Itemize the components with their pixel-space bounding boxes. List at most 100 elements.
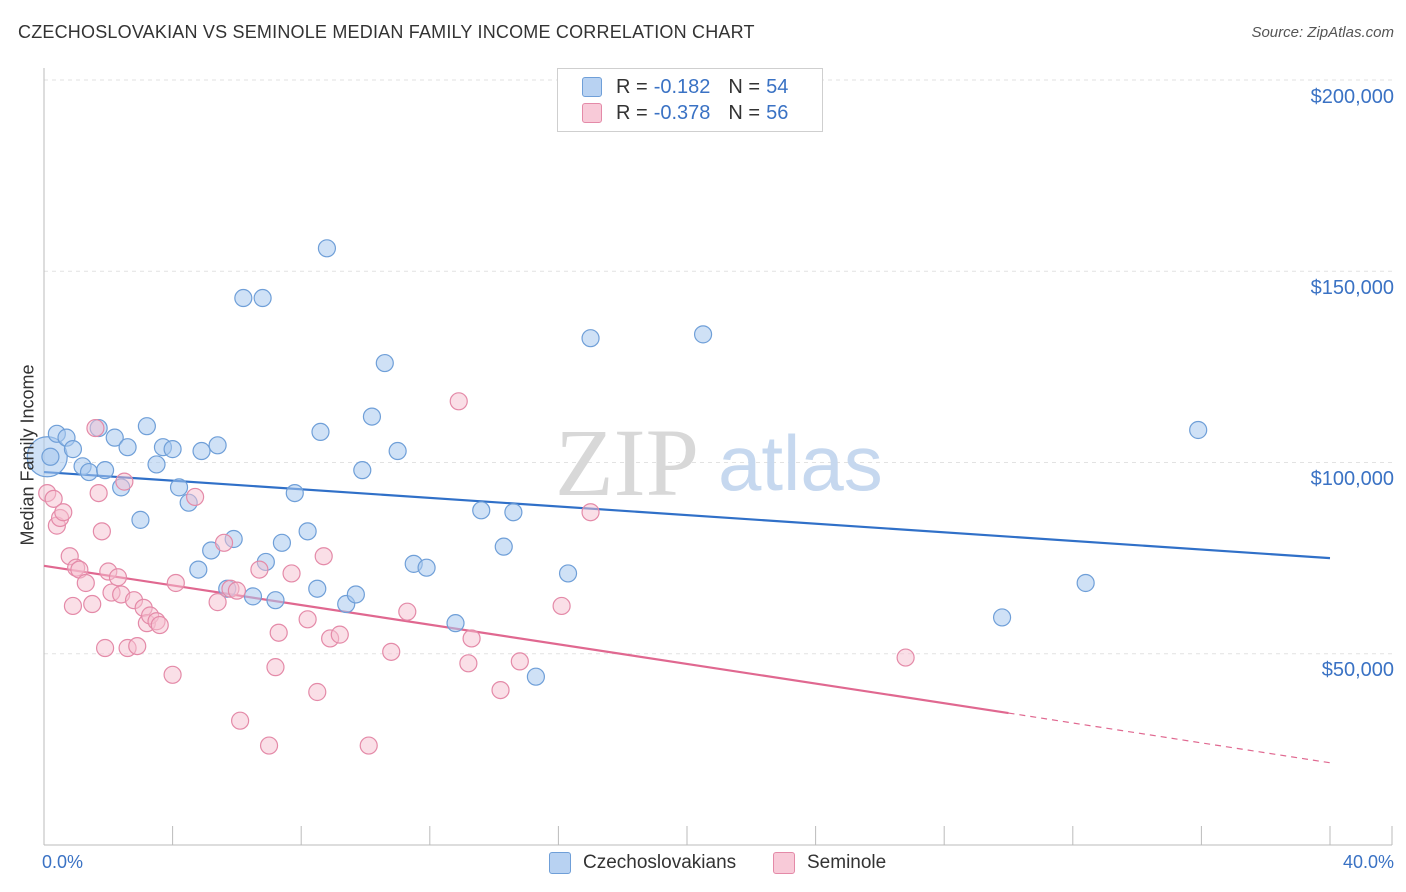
data-point-seminole bbox=[115, 472, 134, 491]
data-point-seminole bbox=[227, 581, 246, 600]
data-point-seminole bbox=[128, 636, 147, 656]
data-point-czechoslovakians bbox=[131, 510, 150, 529]
data-point-seminole bbox=[266, 658, 285, 677]
data-point-czechoslovakians bbox=[189, 560, 208, 579]
series-legend-seminole: Seminole bbox=[773, 852, 886, 874]
chart-title: CZECHOSLOVAKIAN VS SEMINOLE MEDIAN FAMIL… bbox=[18, 22, 755, 42]
data-point-seminole bbox=[510, 652, 529, 671]
data-point-seminole bbox=[314, 547, 333, 566]
series-label: Czechoslovakians bbox=[583, 852, 737, 873]
legend-n-label: N = bbox=[728, 101, 761, 124]
data-point-czechoslovakians bbox=[494, 537, 513, 556]
legend-row-seminole: R = -0.378 N = 56 bbox=[582, 101, 788, 125]
data-point-seminole bbox=[54, 503, 73, 522]
data-point-seminole bbox=[462, 629, 481, 648]
legend-n-label: N = bbox=[728, 75, 761, 98]
correlation-legend: R = -0.182 N = 54 R = -0.378 N = 56 bbox=[557, 68, 823, 132]
y-tick-label-150000: $150,000 bbox=[1310, 277, 1394, 299]
data-point-seminole bbox=[44, 489, 63, 508]
data-point-czechoslovakians bbox=[192, 441, 211, 461]
data-point-czechoslovakians bbox=[243, 587, 263, 606]
data-point-czechoslovakians bbox=[346, 585, 365, 604]
data-point-seminole bbox=[259, 736, 279, 755]
legend-r-value: -0.182 bbox=[653, 75, 711, 98]
data-point-seminole bbox=[308, 682, 327, 702]
data-point-czechoslovakians bbox=[163, 440, 182, 459]
data-point-czechoslovakians bbox=[1076, 573, 1095, 593]
legend-swatch-pink bbox=[582, 103, 602, 123]
data-point-seminole bbox=[581, 503, 600, 522]
series-swatch-blue bbox=[549, 852, 571, 874]
data-point-czechoslovakians bbox=[362, 407, 382, 426]
data-point-seminole bbox=[76, 573, 95, 593]
watermark-atlas: atlas bbox=[718, 419, 883, 507]
series-legend-czechoslovakians: Czechoslovakians bbox=[549, 852, 736, 874]
legend-swatch-blue bbox=[582, 77, 602, 97]
data-point-czechoslovakians bbox=[317, 239, 337, 258]
data-point-czechoslovakians bbox=[234, 288, 253, 308]
x-tick-label-max: 40.0% bbox=[1342, 852, 1394, 872]
data-point-seminole bbox=[208, 593, 227, 612]
legend-r-label: R = bbox=[616, 75, 648, 98]
data-point-czechoslovakians bbox=[298, 522, 317, 541]
data-point-czechoslovakians bbox=[446, 614, 465, 633]
data-point-seminole bbox=[398, 602, 417, 621]
data-point-czechoslovakians bbox=[253, 288, 272, 308]
data-point-seminole bbox=[250, 560, 269, 579]
data-point-seminole bbox=[231, 711, 250, 730]
data-point-seminole bbox=[92, 522, 111, 541]
data-point-seminole bbox=[150, 615, 169, 635]
data-point-seminole bbox=[214, 533, 234, 552]
data-point-seminole bbox=[108, 568, 128, 587]
data-point-czechoslovakians bbox=[308, 579, 327, 598]
legend-row-czechoslovakians: R = -0.182 N = 54 bbox=[582, 75, 788, 99]
data-point-seminole bbox=[282, 564, 301, 583]
data-point-seminole bbox=[359, 736, 378, 755]
data-point-czechoslovakians bbox=[581, 329, 600, 348]
source-label: Source: ZipAtlas.com bbox=[1251, 24, 1394, 41]
data-point-czechoslovakians bbox=[504, 503, 523, 522]
trend-line-seminole bbox=[43, 564, 1009, 715]
data-point-seminole bbox=[86, 418, 105, 438]
data-point-czechoslovakians bbox=[41, 447, 60, 466]
data-point-seminole bbox=[83, 594, 102, 614]
data-points bbox=[26, 239, 1208, 755]
data-point-czechoslovakians bbox=[272, 533, 292, 552]
legend-r-value: -0.378 bbox=[653, 101, 711, 124]
legend-r-label: R = bbox=[616, 101, 648, 124]
data-point-czechoslovakians bbox=[169, 478, 189, 497]
data-point-seminole bbox=[382, 642, 401, 661]
data-point-seminole bbox=[95, 638, 115, 658]
legend-n-value: 54 bbox=[766, 75, 789, 98]
data-point-czechoslovakians bbox=[147, 455, 166, 474]
data-point-czechoslovakians bbox=[285, 484, 304, 503]
data-point-czechoslovakians bbox=[137, 417, 156, 436]
y-axis-title: Median Family Income bbox=[17, 364, 38, 546]
data-point-seminole bbox=[330, 625, 349, 644]
data-point-czechoslovakians bbox=[105, 428, 124, 447]
series-label: Seminole bbox=[807, 852, 887, 873]
data-point-seminole bbox=[163, 665, 182, 684]
data-point-czechoslovakians bbox=[375, 353, 394, 373]
series-swatch-pink bbox=[773, 852, 795, 874]
data-point-seminole bbox=[552, 596, 571, 616]
data-point-seminole bbox=[298, 610, 317, 629]
data-point-seminole bbox=[63, 596, 83, 616]
data-point-czechoslovakians bbox=[353, 461, 372, 480]
y-tick-label-100000: $100,000 bbox=[1310, 468, 1394, 490]
data-point-seminole bbox=[896, 648, 915, 667]
data-point-czechoslovakians bbox=[95, 461, 115, 480]
data-point-czechoslovakians bbox=[388, 441, 407, 461]
data-point-seminole bbox=[166, 573, 185, 593]
data-point-czechoslovakians bbox=[311, 422, 330, 441]
data-point-czechoslovakians bbox=[266, 591, 285, 610]
y-tick-label-50000: $50,000 bbox=[1321, 659, 1394, 681]
watermark-zip: ZIP bbox=[555, 409, 699, 516]
data-point-seminole bbox=[449, 392, 468, 411]
trend-lines bbox=[43, 470, 1331, 764]
data-point-seminole bbox=[89, 484, 108, 503]
data-point-seminole bbox=[491, 680, 510, 700]
trend-line-czechoslovakians bbox=[43, 470, 1331, 560]
data-point-czechoslovakians bbox=[1189, 420, 1208, 440]
